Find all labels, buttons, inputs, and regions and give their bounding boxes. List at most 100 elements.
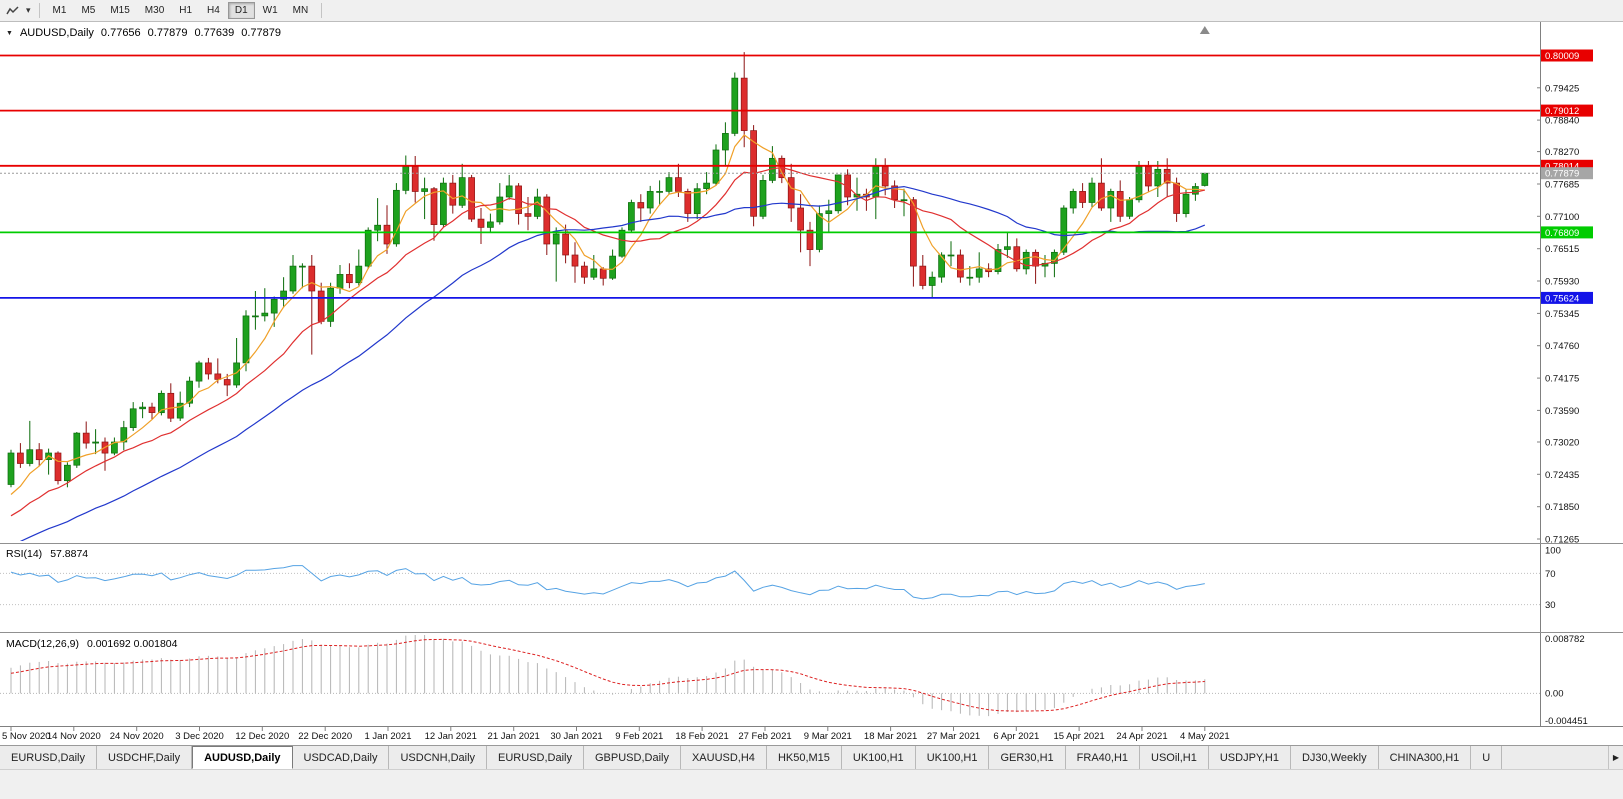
chart-close-value: 0.77879 (241, 27, 281, 39)
svg-text:0.76515: 0.76515 (1545, 244, 1579, 255)
macd-name: MACD(12,26,9) (6, 638, 79, 650)
svg-text:0.73020: 0.73020 (1545, 437, 1579, 448)
chart-tab-1-usdchf-daily[interactable]: USDCHF,Daily (97, 746, 193, 769)
svg-text:0.72435: 0.72435 (1545, 470, 1579, 481)
chart-ohlc-header: ▼ AUDUSD,Daily 0.77656 0.77879 0.77639 0… (6, 27, 281, 39)
svg-text:0.77685: 0.77685 (1545, 179, 1579, 190)
chart-shift-marker-icon[interactable] (1199, 26, 1210, 34)
svg-text:18 Mar 2021: 18 Mar 2021 (864, 731, 917, 742)
svg-text:0.75624: 0.75624 (1545, 293, 1579, 304)
svg-text:5 Nov 2020: 5 Nov 2020 (2, 731, 51, 742)
macd-signal-line (10, 638, 1205, 712)
period-button-m15[interactable]: M15 (110, 5, 130, 16)
svg-text:30 Jan 2021: 30 Jan 2021 (550, 731, 602, 742)
chart-type-icon[interactable] (4, 5, 22, 17)
svg-text:24 Nov 2020: 24 Nov 2020 (110, 731, 164, 742)
svg-text:15 Apr 2021: 15 Apr 2021 (1053, 731, 1104, 742)
svg-text:0.71265: 0.71265 (1545, 535, 1579, 546)
chart-axes[interactable]: 0.80009 0.79012 0.78014 0.76809 0.75624 0.778… (0, 22, 1623, 742)
price-tag-0.76809: 0.76809 (1541, 226, 1593, 239)
svg-text:12 Dec 2020: 12 Dec 2020 (235, 731, 289, 742)
moving-average-lines (10, 134, 1206, 541)
chart-tab-6-gbpusd-daily[interactable]: GBPUSD,Daily (584, 746, 681, 769)
tab-scroll-right-icon[interactable]: ▶ (1608, 746, 1623, 769)
svg-text:3 Dec 2020: 3 Dec 2020 (175, 731, 224, 742)
price-tag-0.79012: 0.79012 (1541, 104, 1593, 117)
svg-text:1 Jan 2021: 1 Jan 2021 (364, 731, 411, 742)
rsi-value: 57.8874 (50, 548, 89, 560)
svg-text:-0.004451: -0.004451 (1545, 716, 1588, 727)
price-chart-canvas[interactable]: 100 70 30 0.80009 0.79012 0.78014 0.76809 0.75… (0, 22, 1623, 745)
macd-indicator-label: MACD(12,26,9) 0.001692 0.001804 (6, 638, 177, 650)
svg-text:30: 30 (1545, 600, 1556, 611)
chart-tab-16-china300-h1[interactable]: CHINA300,H1 (1379, 746, 1472, 769)
chart-tab-bar: EURUSD,Daily USDCHF,Daily AUDUSD,Daily USDC… (0, 745, 1623, 769)
ma-slow-line (19, 185, 1206, 541)
chart-objects[interactable] (0, 26, 1540, 299)
period-button-m5[interactable]: M5 (81, 5, 96, 16)
chart-tab-10-uk100-h1[interactable]: UK100,H1 (916, 746, 990, 769)
svg-text:0.79425: 0.79425 (1545, 83, 1579, 94)
svg-text:18 Feb 2021: 18 Feb 2021 (675, 731, 728, 742)
svg-text:0.73590: 0.73590 (1545, 406, 1579, 417)
svg-text:0.78840: 0.78840 (1545, 116, 1579, 127)
ma-fast-line (10, 134, 1205, 495)
svg-text:9 Feb 2021: 9 Feb 2021 (615, 731, 663, 742)
period-button-m30[interactable]: M30 (144, 5, 165, 16)
price-tag-0.75624: 0.75624 (1541, 291, 1593, 304)
chart-window: 100 70 30 0.80009 0.79012 0.78014 0.76809 0.75… (0, 22, 1623, 745)
chart-tab-17-u[interactable]: U (1471, 746, 1503, 769)
chart-tab-2-audusd-daily[interactable]: AUDUSD,Daily (192, 746, 293, 769)
chart-tab-13-usoil-h1[interactable]: USOil,H1 (1140, 746, 1209, 769)
period-button-h1[interactable]: H1 (179, 5, 193, 16)
chart-tab-7-xauusd-h4[interactable]: XAUUSD,H4 (681, 746, 767, 769)
macd-histogram (10, 635, 1206, 717)
svg-text:14 Nov 2020: 14 Nov 2020 (47, 731, 101, 742)
svg-text:0.80009: 0.80009 (1545, 51, 1579, 62)
svg-text:22 Dec 2020: 22 Dec 2020 (298, 731, 352, 742)
chart-tab-11-ger30-h1[interactable]: GER30,H1 (989, 746, 1066, 769)
chart-tab-15-dj30-weekly[interactable]: DJ30,Weekly (1291, 746, 1379, 769)
period-button-d1[interactable]: D1 (227, 2, 255, 19)
svg-text:24 Apr 2021: 24 Apr 2021 (1116, 731, 1167, 742)
svg-text:0.78270: 0.78270 (1545, 147, 1579, 158)
period-button-w1[interactable]: W1 (262, 5, 278, 16)
svg-text:0.74175: 0.74175 (1545, 374, 1579, 385)
period-button-m1[interactable]: M1 (52, 5, 67, 16)
chart-high-value: 0.77879 (147, 27, 188, 39)
svg-text:100: 100 (1545, 546, 1561, 557)
svg-text:0.77100: 0.77100 (1545, 212, 1579, 223)
svg-text:0.75930: 0.75930 (1545, 277, 1579, 288)
chart-tab-8-hk50-m15[interactable]: HK50,M15 (767, 746, 842, 769)
period-buttons: M1 M5 M15 M30 H1 H4 D1 W1 MN (46, 2, 316, 19)
chart-low-value: 0.77639 (194, 27, 235, 39)
rsi-indicator-label: RSI(14) 57.8874 (6, 548, 88, 560)
chart-tab-3-usdcad-daily[interactable]: USDCAD,Daily (293, 746, 390, 769)
chart-open-value: 0.77656 (100, 27, 141, 39)
chart-tab-9-uk100-h1[interactable]: UK100,H1 (842, 746, 916, 769)
svg-text:21 Jan 2021: 21 Jan 2021 (488, 731, 540, 742)
macd-values: 0.001692 0.001804 (86, 638, 178, 650)
svg-text:0.77879: 0.77879 (1545, 169, 1579, 180)
toolbar-separator (321, 3, 323, 18)
svg-text:0.74760: 0.74760 (1545, 341, 1579, 352)
period-button-mn[interactable]: MN (292, 5, 309, 16)
svg-text:0.71850: 0.71850 (1545, 502, 1579, 513)
svg-text:0.79012: 0.79012 (1545, 106, 1579, 117)
chart-type-dropdown-caret-icon[interactable]: ▾ (26, 5, 31, 15)
svg-text:12 Jan 2021: 12 Jan 2021 (425, 731, 477, 742)
macd-panel (0, 635, 1540, 717)
chart-tab-14-usdjpy-h1[interactable]: USDJPY,H1 (1209, 746, 1291, 769)
svg-text:0.008782: 0.008782 (1545, 634, 1585, 645)
chart-tab-4-usdcnh-daily[interactable]: USDCNH,Daily (389, 746, 488, 769)
period-button-h4[interactable]: H4 (207, 5, 220, 16)
chart-tab-5-eurusd-daily[interactable]: EURUSD,Daily (487, 746, 584, 769)
chart-tab-0-eurusd-daily[interactable]: EURUSD,Daily (0, 746, 97, 769)
svg-text:0.00: 0.00 (1545, 688, 1564, 699)
svg-text:27 Feb 2021: 27 Feb 2021 (738, 731, 791, 742)
toolbar-separator (38, 3, 40, 18)
symbol-marker-icon: ▼ (6, 29, 13, 37)
price-tag-0.80009: 0.80009 (1541, 49, 1593, 62)
svg-text:4 May 2021: 4 May 2021 (1180, 731, 1230, 742)
chart-tab-12-fra40-h1[interactable]: FRA40,H1 (1066, 746, 1141, 769)
